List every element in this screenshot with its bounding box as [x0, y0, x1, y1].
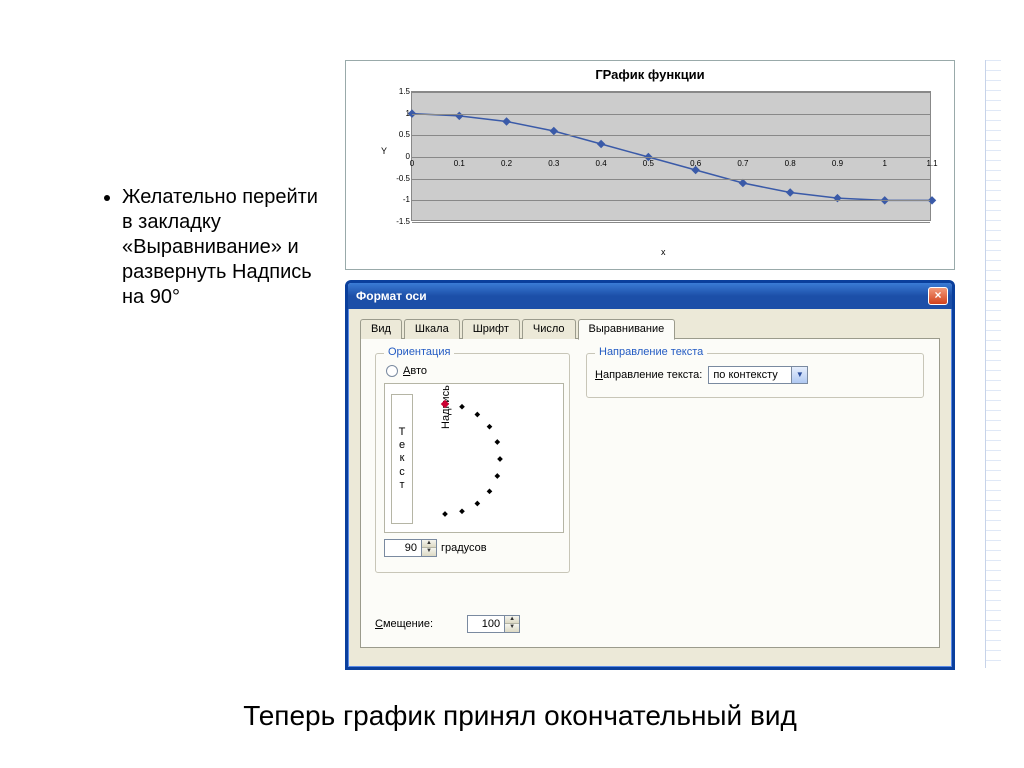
chart-plot-area: -1.5-1-0.500.511.500.10.20.30.40.50.60.7…: [411, 91, 931, 221]
right-ruler: [985, 60, 1001, 668]
dialog-tabs: ВидШкалаШрифтЧислоВыравнивание: [360, 319, 940, 339]
radio-icon: [386, 365, 398, 377]
auto-radio-label: Авто: [403, 365, 427, 377]
spin-up-icon[interactable]: ▲: [422, 540, 436, 548]
chart-panel: ГРафик функции Y -1.5-1-0.500.511.500.10…: [345, 60, 955, 270]
tab-вид[interactable]: Вид: [360, 319, 402, 339]
bullet-text: Желательно перейти в закладку «Выравнива…: [122, 185, 320, 310]
slide-caption: Теперь график принял окончательный вид: [120, 700, 920, 732]
chart-xlabel: x: [661, 247, 666, 257]
offset-row: Смещение: ▲ ▼: [375, 615, 520, 633]
spin-down-icon[interactable]: ▼: [505, 624, 519, 632]
dialog-titlebar[interactable]: Формат оси ×: [348, 283, 952, 309]
tab-шкала[interactable]: Шкала: [404, 319, 460, 339]
tab-alignment-page: Ориентация Авто Текст Надпись: [360, 338, 940, 648]
chart-title: ГРафик функции: [346, 61, 954, 82]
offset-spinner[interactable]: ▲ ▼: [467, 615, 520, 633]
chart-ylabel: Y: [381, 146, 387, 156]
auto-radio-row[interactable]: Авто: [386, 365, 561, 377]
tab-выравнивание[interactable]: Выравнивание: [578, 319, 676, 340]
tab-шрифт[interactable]: Шрифт: [462, 319, 520, 339]
orientation-legend: Ориентация: [384, 346, 454, 358]
spin-down-icon[interactable]: ▼: [422, 548, 436, 556]
degrees-row: ▲ ▼ градусов: [384, 539, 561, 557]
direction-label: Направление текста:: [595, 369, 702, 381]
tab-число[interactable]: Число: [522, 319, 576, 339]
instruction-bullet: Желательно перейти в закладку «Выравнива…: [100, 185, 320, 316]
close-icon: ×: [934, 288, 941, 302]
chevron-down-icon: ▼: [791, 367, 807, 383]
degrees-spinner[interactable]: ▲ ▼: [384, 539, 437, 557]
spin-up-icon[interactable]: ▲: [505, 616, 519, 624]
dialog-title: Формат оси: [356, 289, 427, 303]
direction-select[interactable]: по контексту ▼: [708, 366, 808, 384]
degrees-label: градусов: [441, 542, 487, 554]
orientation-dial[interactable]: Текст Надпись: [384, 383, 564, 533]
orientation-group: Ориентация Авто Текст Надпись: [375, 353, 570, 573]
direction-legend: Направление текста: [595, 346, 707, 358]
close-button[interactable]: ×: [928, 287, 948, 305]
direction-value: по контексту: [713, 369, 777, 381]
degrees-input[interactable]: [385, 542, 421, 554]
offset-label: Смещение:: [375, 618, 433, 630]
offset-input[interactable]: [468, 618, 504, 630]
format-axis-dialog: Формат оси × ВидШкалаШрифтЧислоВыравнива…: [345, 280, 955, 670]
text-direction-group: Направление текста Направление текста: п…: [586, 353, 924, 398]
